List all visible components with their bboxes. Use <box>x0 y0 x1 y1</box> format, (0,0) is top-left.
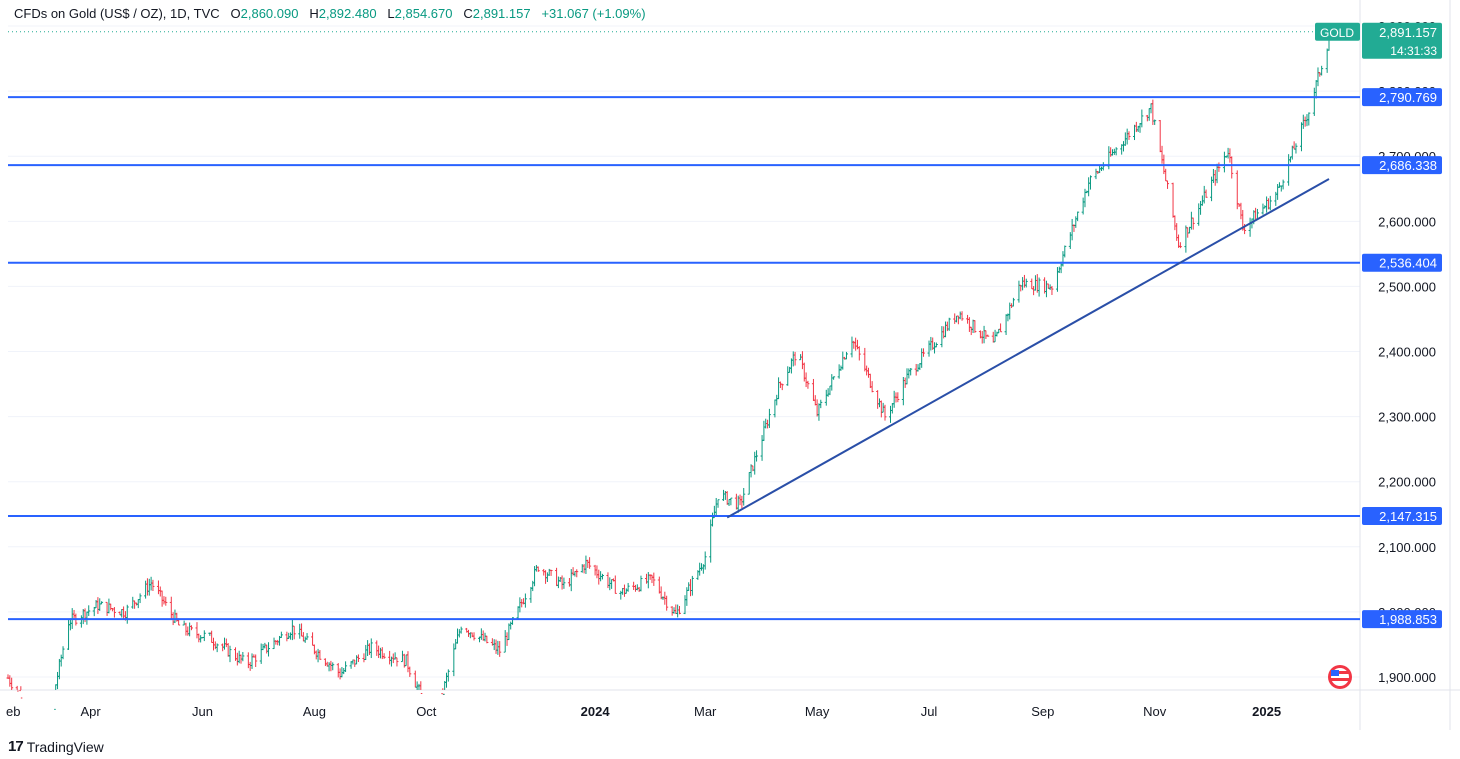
y-tick-label: 2,500.000 <box>1378 279 1436 294</box>
low-label: L <box>387 6 395 21</box>
x-tick-label: 2025 <box>1252 704 1281 719</box>
tradingview-name: TradingView <box>26 738 104 755</box>
x-tick-label: Nov <box>1143 704 1167 719</box>
bar-countdown-label: 14:31:33 <box>1390 44 1437 58</box>
symbol-header: CFDs on Gold (US$ / OZ), 1D, TVC O2,860.… <box>14 6 646 21</box>
x-tick-label: Oct <box>416 704 437 719</box>
x-tick-label: Jul <box>921 704 938 719</box>
y-tick-label: 1,900.000 <box>1378 670 1436 685</box>
level-price-label: 1,988.853 <box>1379 612 1437 627</box>
level-price-tag <box>1362 506 1442 525</box>
open-label: O <box>230 6 241 21</box>
current-price-tag <box>1362 22 1442 59</box>
price-axis[interactable]: 1,900.0002,000.0002,100.0002,200.0002,30… <box>1378 0 1436 685</box>
us-flag-icon[interactable] <box>1328 665 1352 689</box>
x-tick-label: Mar <box>694 704 717 719</box>
grid-lines <box>0 0 1460 730</box>
level-price-label: 2,147.315 <box>1379 509 1437 524</box>
close-label: C <box>463 6 473 21</box>
x-tick-label: Jun <box>192 704 213 719</box>
symbol-name-label: GOLD <box>1320 26 1354 40</box>
level-price-tag <box>1362 610 1442 629</box>
x-tick-label: eb <box>6 704 20 719</box>
level-price-tag <box>1362 88 1442 107</box>
x-tick-label: Apr <box>80 704 101 719</box>
ascending-trendline <box>726 178 1330 519</box>
x-tick-label: 2024 <box>581 704 611 719</box>
y-tick-label: 2,200.000 <box>1378 475 1436 490</box>
flag-stripe <box>1331 671 1349 674</box>
tradingview-logo-icon: 17 <box>8 738 24 755</box>
y-tick-label: 2,100.000 <box>1378 540 1436 555</box>
change-value: +31.067 (+1.09%) <box>541 6 646 21</box>
horizontal-levels[interactable] <box>8 31 1360 621</box>
x-tick-label: Aug <box>303 704 326 719</box>
level-price-label: 2,686.338 <box>1379 158 1437 173</box>
flag-stripe <box>1331 678 1349 681</box>
candles <box>6 25 1333 710</box>
y-tick-label: 2,600.000 <box>1378 214 1436 229</box>
symbol-title[interactable]: CFDs on Gold (US$ / OZ), 1D, TVC <box>14 6 220 21</box>
time-axis[interactable]: eb Apr Jun Aug Oct 2024 Mar May Jul Sep Nov 2025 <box>6 704 1281 719</box>
price-tags: 2,790.769 2,686.338 2,536.404 2,147.315 1,98… <box>1315 22 1442 629</box>
symbol-name-tag <box>1315 22 1360 41</box>
level-price-label: 2,536.404 <box>1379 256 1437 271</box>
high-value: 2,892.480 <box>318 6 377 21</box>
x-tick-label: May <box>805 704 830 719</box>
flag-canton <box>1331 670 1339 676</box>
trendline[interactable] <box>726 178 1330 519</box>
close-value: 2,891.157 <box>472 6 531 21</box>
tradingview-branding[interactable]: 17 TradingView <box>8 738 104 755</box>
y-tick-label: 2,300.000 <box>1378 410 1436 425</box>
level-price-label: 2,790.769 <box>1379 90 1437 105</box>
current-price-label: 2,891.157 <box>1379 25 1437 40</box>
x-tick-label: Sep <box>1031 704 1054 719</box>
y-tick-label: 2,400.000 <box>1378 345 1436 360</box>
high-label: H <box>309 6 319 21</box>
level-price-tag <box>1362 156 1442 175</box>
low-value: 2,854.670 <box>394 6 453 21</box>
open-value: 2,860.090 <box>240 6 299 21</box>
level-price-tag <box>1362 253 1442 272</box>
